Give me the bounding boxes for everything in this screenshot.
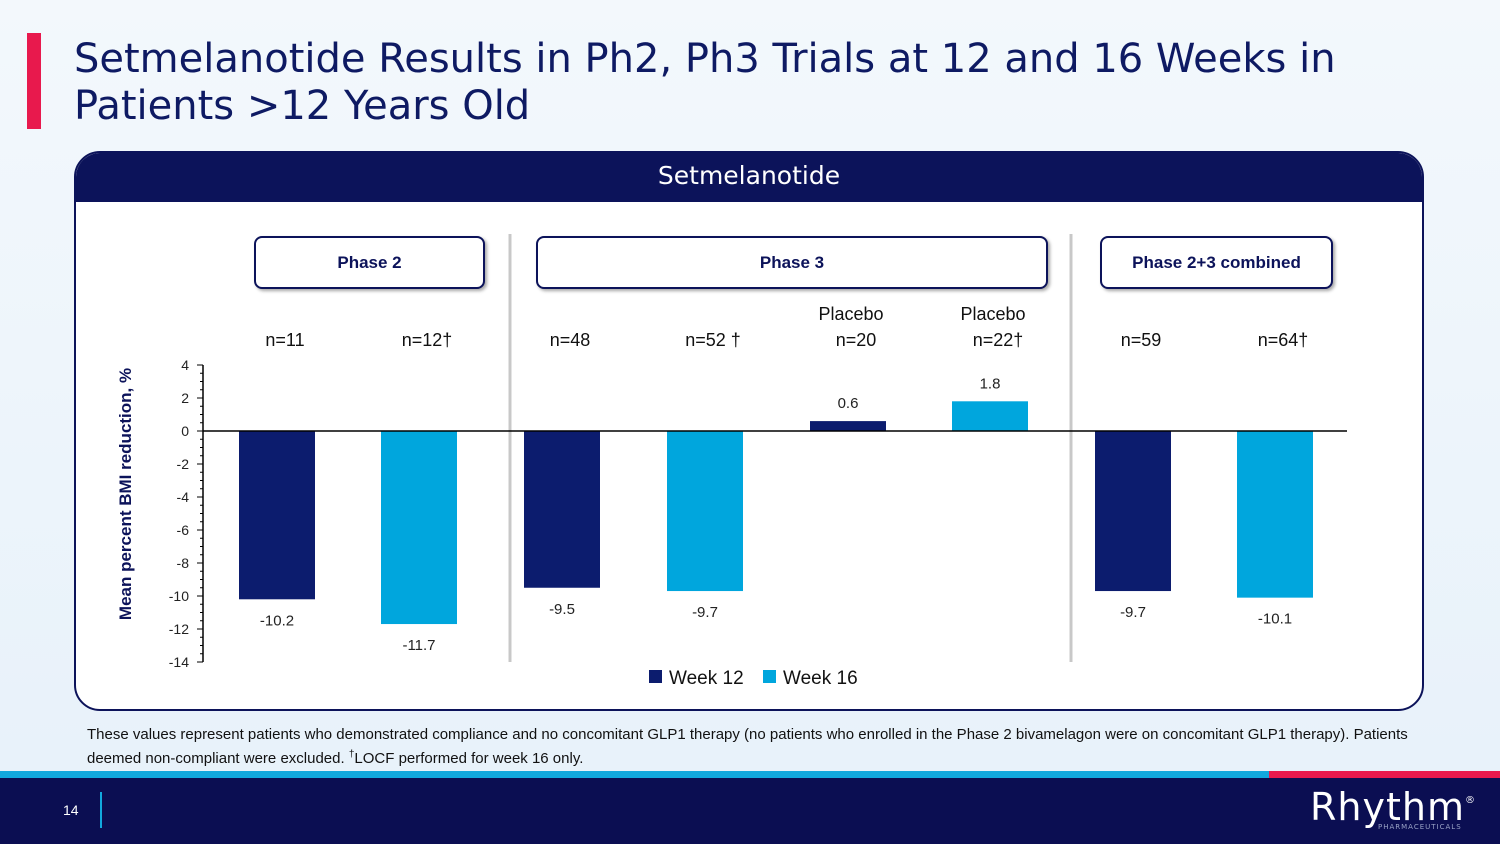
footnote-main: These values represent patients who demo… [87, 726, 1408, 767]
sample-size-label: n=20 [836, 330, 877, 350]
panel-header: Setmelanotide [76, 153, 1422, 202]
sample-size-label: n=59 [1121, 330, 1162, 350]
page-divider [100, 792, 102, 828]
footnote-tail: LOCF performed for week 16 only. [354, 750, 584, 767]
legend-label: Week 16 [783, 668, 858, 689]
rhythm-logo: Rhythm [1310, 785, 1465, 829]
bar-4 [667, 431, 743, 592]
page-number: 14 [63, 802, 79, 818]
footer-bar [0, 778, 1500, 844]
sample-size-label: n=64† [1258, 330, 1309, 350]
sample-size-label: n=52 † [685, 330, 741, 350]
bar-2 [381, 431, 457, 625]
slide-title: Setmelanotide Results in Ph2, Ph3 Trials… [74, 36, 1336, 129]
bar-7 [1095, 431, 1171, 592]
phase-combined-label: Phase 2+3 combined [1100, 236, 1333, 289]
logo-registered-mark: ® [1465, 795, 1475, 806]
logo-subtitle: PHARMACEUTICALS [1378, 823, 1462, 831]
phase-3-label: Phase 3 [536, 236, 1048, 289]
y-tick-label: -6 [177, 522, 190, 538]
bar-value-label: -9.7 [692, 604, 718, 621]
bar-value-label: -9.5 [549, 601, 575, 618]
bar-value-label: -10.1 [1258, 611, 1292, 628]
footer-stripe-blue [0, 771, 1269, 778]
placebo-label: Placebo [960, 304, 1025, 324]
bar-value-label: -10.2 [260, 612, 294, 629]
placebo-label: Placebo [818, 304, 883, 324]
footnote: These values represent patients who demo… [87, 725, 1427, 769]
bar-value-label: -11.7 [402, 637, 435, 654]
y-tick-label: 4 [181, 357, 189, 373]
bar-5 [810, 421, 886, 431]
bar-8 [1237, 431, 1313, 598]
sample-size-label: n=11 [265, 330, 304, 350]
y-tick-label: 2 [181, 390, 189, 406]
bar-value-label: 1.8 [980, 375, 1001, 392]
phase-2-label: Phase 2 [254, 236, 485, 289]
y-axis-title: Mean percent BMI reduction, % [116, 368, 135, 620]
y-tick-label: -8 [177, 555, 190, 571]
y-tick-label: -2 [177, 456, 190, 472]
y-tick-label: -14 [169, 654, 189, 670]
title-accent-bar [27, 33, 41, 129]
y-tick-label: -4 [177, 489, 190, 505]
y-tick-label: 0 [181, 423, 189, 439]
bar-1 [239, 431, 315, 600]
y-tick-label: -10 [169, 588, 189, 604]
sample-size-label: n=48 [550, 330, 591, 350]
bar-6 [952, 401, 1028, 431]
legend-swatch [763, 670, 776, 683]
bar-value-label: 0.6 [838, 395, 859, 412]
legend-swatch [649, 670, 662, 683]
footnote-dagger: † [348, 749, 355, 760]
legend-label: Week 12 [669, 668, 744, 689]
footer-stripe-red [1269, 771, 1500, 778]
bar-value-label: -9.7 [1120, 604, 1146, 621]
sample-size-label: n=12† [402, 330, 453, 350]
y-tick-label: -12 [169, 621, 189, 637]
bar-3 [524, 431, 600, 588]
sample-size-label: n=22† [973, 330, 1024, 350]
